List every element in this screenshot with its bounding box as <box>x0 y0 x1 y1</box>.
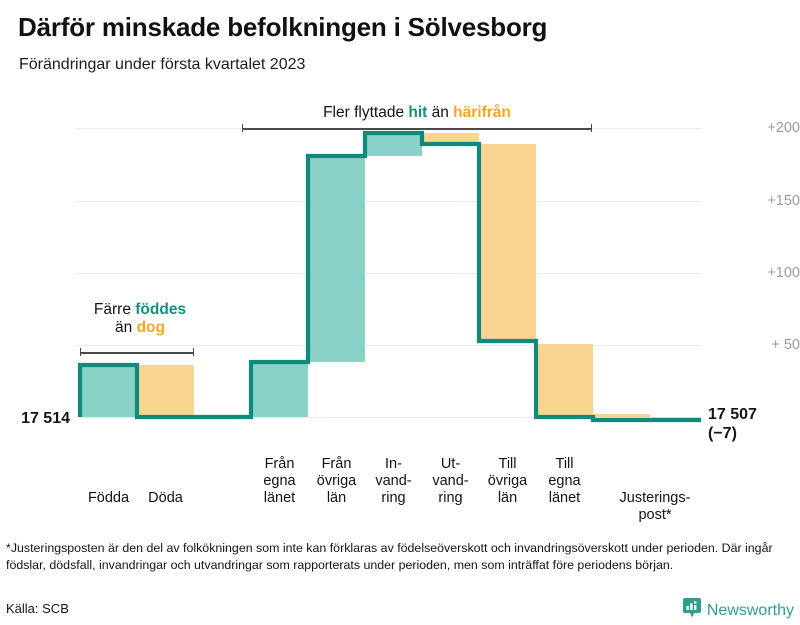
source-label: Källa: SCB <box>6 601 69 616</box>
gridline-150 <box>76 201 701 202</box>
brand-logo: Newsworthy <box>682 598 794 623</box>
bar-invandring[interactable] <box>365 133 422 156</box>
bar-fran-ovriga-lan[interactable] <box>308 156 365 362</box>
bracket-births <box>80 348 194 356</box>
ytick-50: + 50 <box>771 337 800 353</box>
end-value-label: 17 507 (−7) <box>708 406 757 444</box>
bar-doda[interactable] <box>137 365 194 417</box>
gridline-baseline <box>76 417 701 418</box>
bar-chart-icon <box>682 598 701 623</box>
annotation-births: Färre föddes än dog <box>80 301 200 337</box>
bar-utvandring[interactable] <box>422 133 479 144</box>
xlabel-utvandring: Ut- vand- ring <box>432 456 469 506</box>
end-value-delta: (−7) <box>708 424 737 442</box>
xlabel-justeringspost: Justerings- post* <box>619 490 691 523</box>
bracket-migration <box>242 124 592 132</box>
xlabel-fran-egna-lanet: Från egna länet <box>263 456 296 506</box>
gridline-50 <box>76 345 701 346</box>
plot-area: +200 +150 +100 + 50 17 514 17 507 (−7) F… <box>0 96 800 446</box>
start-value-label: 17 514 <box>21 410 70 427</box>
bar-justeringspost[interactable] <box>593 414 650 417</box>
ytick-200: +200 <box>767 120 800 136</box>
xlabel-fran-ovriga-lan: Från övriga län <box>316 456 357 506</box>
page-title: Därför minskade befolkningen i Sölvesbor… <box>18 12 548 42</box>
brand-name: Newsworthy <box>706 601 794 619</box>
ytick-100: +100 <box>767 265 800 281</box>
annotation-births-line2: än dog <box>115 319 165 336</box>
xlabel-fodda: Födda <box>87 490 130 506</box>
bar-till-egna-lanet[interactable] <box>536 344 593 417</box>
chart-subtitle: Förändringar under första kvartalet 2023 <box>19 56 306 73</box>
xlabel-till-ovriga-lan: Till övriga län <box>487 456 528 506</box>
xlabel-invandring: In- vand- ring <box>375 456 412 506</box>
end-value-total: 17 507 <box>708 406 757 423</box>
bar-till-ovriga-lan[interactable] <box>479 144 536 341</box>
ytick-150: +150 <box>767 193 800 209</box>
annotation-births-line1: Färre föddes <box>93 301 187 318</box>
footnote: *Justeringsposten är den del av folkökni… <box>6 541 773 572</box>
xlabel-till-egna-lanet: Till egna länet <box>548 456 581 506</box>
annotation-migration: Fler flyttade hit än härifrån <box>323 104 511 121</box>
gridline-100 <box>76 273 701 274</box>
bar-fodda[interactable] <box>80 365 137 417</box>
xlabel-doda: Döda <box>148 490 183 506</box>
bar-fran-egna-lanet[interactable] <box>251 362 308 417</box>
